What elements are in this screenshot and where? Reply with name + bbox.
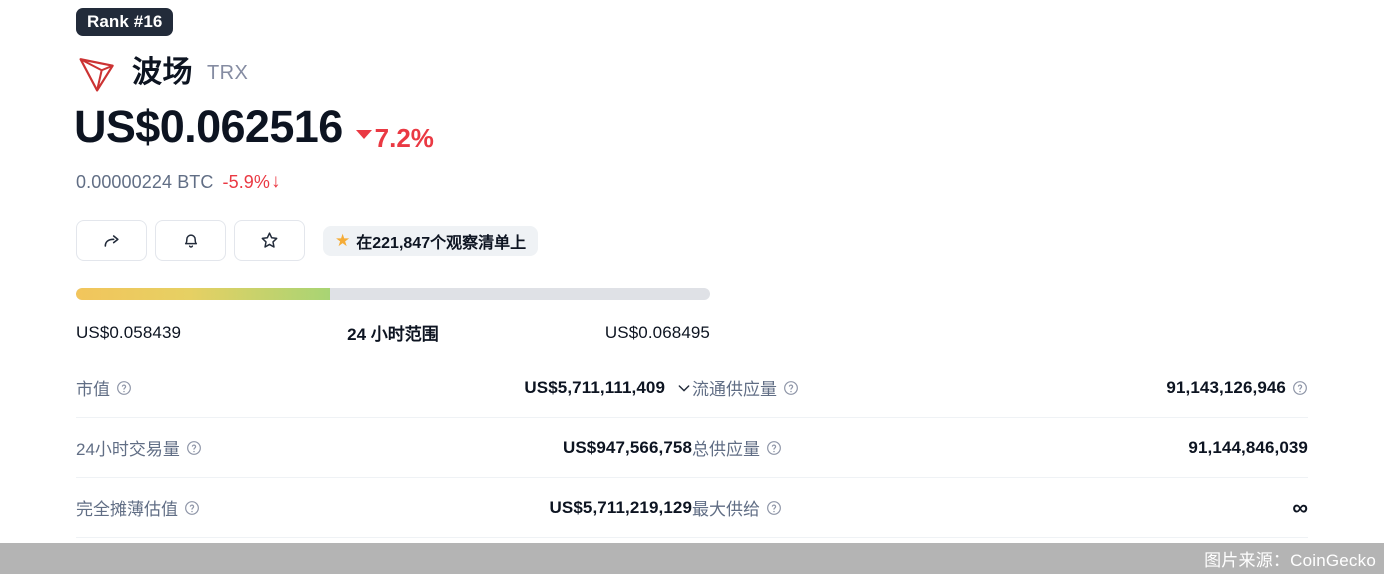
price-change-value: 7.2% [374,122,434,153]
price-block: US$0.062516 7.2% [74,104,434,156]
price-change-percent: 7.2% [355,122,434,153]
stat-row: 完全摊薄估值 US$5,711,219,129 [76,478,692,538]
stat-label-text: 24小时交易量 [76,440,180,459]
stat-value-text: 91,144,846,039 [1188,437,1308,457]
help-icon[interactable] [116,380,132,396]
price-range-section: US$0.058439 24 小时范围 US$0.068495 [76,288,710,345]
help-icon[interactable] [783,380,799,396]
stat-label-text: 完全摊薄估值 [76,500,178,519]
bell-icon [184,233,197,248]
range-title: 24 小时范围 [347,325,439,344]
stat-value-text: US$5,711,111,409 [524,377,665,397]
notification-button[interactable] [155,220,226,261]
stat-label: 市值 [76,375,132,400]
stat-value: US$5,711,111,409 [524,378,692,398]
stat-label: 完全摊薄估值 [76,495,200,520]
btc-price-value: 0.00000224 BTC [76,171,214,192]
help-icon[interactable] [1292,380,1308,396]
share-button[interactable] [76,220,147,261]
stats-grid: 市值 US$5,711,111,409 24小时交易量 US$947,566,758 完… [76,358,1308,538]
star-filled-icon: ★ [335,231,351,250]
btc-change-value: -5.9% [222,171,271,192]
share-icon [104,234,119,247]
stat-label: 总供应量 [692,435,782,460]
stat-label-text: 总供应量 [692,440,760,459]
range-low-value: US$0.058439 [76,322,182,342]
stat-value: 91,143,126,946 [1166,378,1308,398]
chevron-down-icon[interactable] [676,380,692,396]
stat-value: ∞ [1292,494,1308,520]
watchlist-badge[interactable]: ★ 在221,847个观察清单上 [323,225,539,256]
stat-row: 流通供应量 91,143,126,946 [692,358,1308,418]
stat-label: 流通供应量 [692,375,799,400]
stats-column-right: 流通供应量 91,143,126,946 总供应量 91,144,846,039 最大供… [692,358,1308,538]
rank-badge: Rank #16 [76,8,174,36]
stat-value: US$5,711,219,129 [550,498,692,518]
range-track[interactable] [76,288,710,300]
attribution-bar: 图片来源：CoinGecko [0,543,1384,574]
star-outline-icon [261,232,278,248]
help-icon[interactable] [766,440,782,456]
coin-header: 波场 TRX [76,48,248,98]
range-fill [76,288,330,300]
help-icon[interactable] [766,500,782,516]
stat-row: 市值 US$5,711,111,409 [76,358,692,418]
action-buttons: ★ 在221,847个观察清单上 [76,220,539,261]
stat-value-text: ∞ [1292,494,1308,520]
arrow-down-icon: ↓ [271,171,281,192]
coin-name: 波场 [132,56,193,89]
help-icon[interactable] [184,500,200,516]
stat-label-text: 市值 [76,380,110,399]
stat-value-text: US$947,566,758 [562,437,692,457]
coin-symbol: TRX [207,62,249,84]
stat-row: 最大供给 ∞ [692,478,1308,538]
help-icon[interactable] [186,440,202,456]
stat-row: 24小时交易量 US$947,566,758 [76,418,692,478]
caret-down-icon [355,130,372,139]
stat-value: 91,144,846,039 [1188,438,1308,458]
stat-value: US$947,566,758 [563,438,692,458]
stat-row: 总供应量 91,144,846,039 [692,418,1308,478]
stat-label-text: 最大供给 [692,500,760,519]
tron-logo-icon [79,58,114,92]
stat-label: 24小时交易量 [76,435,202,460]
favorite-button[interactable] [234,220,305,261]
stat-value-text: 91,143,126,946 [1166,377,1286,397]
stat-value-text: US$5,711,219,129 [549,497,692,517]
watchlist-count-label: 在221,847个观察清单上 [356,234,527,252]
attribution-text: 图片来源：CoinGecko [1204,551,1376,570]
range-high-value: US$0.068495 [604,322,710,342]
price-usd: US$0.062516 [74,101,343,152]
stat-label-text: 流通供应量 [692,380,777,399]
btc-price-block: 0.00000224 BTC -5.9% ↓ [76,172,281,191]
stats-column-left: 市值 US$5,711,111,409 24小时交易量 US$947,566,758 完… [76,358,692,538]
range-labels: US$0.058439 24 小时范围 US$0.068495 [76,320,710,345]
stat-label: 最大供给 [692,495,782,520]
